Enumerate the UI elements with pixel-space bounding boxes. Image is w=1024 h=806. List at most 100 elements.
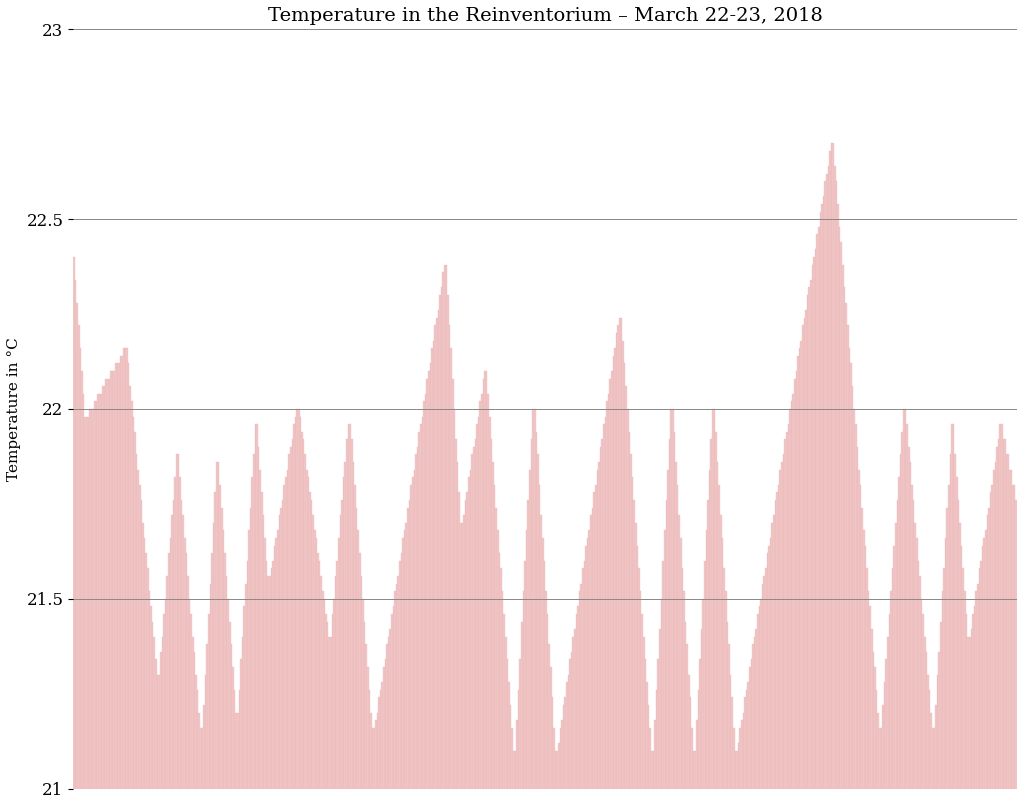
Bar: [860, 485, 861, 788]
Bar: [730, 675, 731, 788]
Bar: [173, 500, 174, 788]
Bar: [716, 432, 717, 788]
Bar: [372, 728, 374, 788]
Bar: [921, 599, 923, 788]
Bar: [592, 508, 593, 788]
Bar: [106, 379, 109, 788]
Bar: [225, 576, 227, 788]
Bar: [102, 386, 103, 788]
Bar: [232, 667, 233, 788]
Bar: [213, 523, 214, 788]
Bar: [367, 667, 369, 788]
Bar: [785, 432, 787, 788]
Bar: [281, 508, 282, 788]
Bar: [86, 417, 88, 788]
Bar: [731, 697, 733, 788]
Bar: [638, 568, 640, 788]
Bar: [745, 690, 748, 788]
Bar: [819, 211, 821, 788]
Bar: [835, 166, 836, 788]
Bar: [264, 538, 266, 788]
Bar: [953, 424, 954, 788]
Bar: [957, 500, 959, 788]
Bar: [154, 637, 155, 788]
Bar: [1013, 485, 1014, 788]
Bar: [784, 439, 785, 788]
Bar: [128, 364, 129, 788]
Bar: [833, 143, 835, 788]
Bar: [242, 637, 244, 788]
Bar: [948, 485, 949, 788]
Bar: [645, 659, 646, 788]
Bar: [474, 439, 476, 788]
Bar: [823, 197, 824, 788]
Bar: [586, 546, 587, 788]
Bar: [252, 477, 253, 788]
Bar: [945, 538, 946, 788]
Bar: [333, 599, 335, 788]
Bar: [383, 667, 385, 788]
Bar: [563, 705, 564, 788]
Bar: [467, 492, 468, 788]
Bar: [733, 728, 734, 788]
Bar: [629, 432, 630, 788]
Bar: [556, 750, 558, 788]
Bar: [317, 553, 318, 788]
Bar: [184, 538, 185, 788]
Bar: [980, 561, 982, 788]
Bar: [651, 750, 652, 788]
Bar: [218, 462, 219, 788]
Bar: [182, 515, 184, 788]
Bar: [447, 295, 449, 788]
Bar: [278, 530, 279, 788]
Bar: [559, 728, 561, 788]
Bar: [723, 568, 725, 788]
Bar: [801, 341, 802, 788]
Bar: [1002, 439, 1005, 788]
Bar: [550, 667, 552, 788]
Bar: [360, 576, 362, 788]
Bar: [109, 379, 111, 788]
Bar: [756, 629, 757, 788]
Bar: [409, 500, 411, 788]
Bar: [123, 348, 125, 788]
Bar: [199, 713, 200, 788]
Bar: [779, 470, 781, 788]
Bar: [111, 371, 112, 788]
Bar: [824, 181, 826, 788]
Bar: [853, 409, 855, 788]
Bar: [408, 508, 409, 788]
Bar: [699, 659, 700, 788]
Bar: [561, 721, 563, 788]
Bar: [266, 561, 267, 788]
Bar: [584, 561, 586, 788]
Bar: [600, 447, 601, 788]
Bar: [142, 523, 143, 788]
Bar: [544, 561, 545, 788]
Bar: [485, 371, 487, 788]
Bar: [197, 690, 199, 788]
Bar: [739, 728, 741, 788]
Bar: [656, 690, 657, 788]
Bar: [694, 750, 696, 788]
Bar: [749, 667, 751, 788]
Bar: [194, 652, 196, 788]
Bar: [813, 257, 815, 788]
Bar: [105, 379, 106, 788]
Bar: [253, 455, 255, 788]
Bar: [626, 386, 627, 788]
Bar: [292, 439, 293, 788]
Bar: [219, 485, 221, 788]
Bar: [369, 690, 371, 788]
Bar: [911, 485, 912, 788]
Bar: [74, 257, 75, 788]
Bar: [126, 348, 128, 788]
Bar: [261, 492, 262, 788]
Bar: [781, 462, 782, 788]
Bar: [943, 568, 945, 788]
Bar: [787, 424, 790, 788]
Bar: [349, 424, 351, 788]
Bar: [964, 591, 966, 788]
Bar: [909, 462, 911, 788]
Bar: [221, 508, 222, 788]
